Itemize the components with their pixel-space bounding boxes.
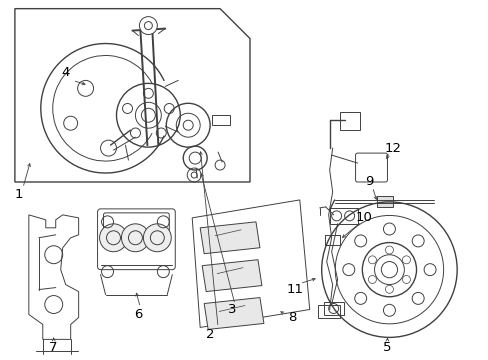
Polygon shape bbox=[202, 260, 262, 292]
Text: 6: 6 bbox=[134, 308, 142, 321]
Text: 12: 12 bbox=[384, 141, 401, 155]
Circle shape bbox=[354, 235, 366, 247]
Circle shape bbox=[423, 264, 435, 276]
Text: 5: 5 bbox=[383, 341, 391, 354]
Bar bbox=[339, 112, 359, 130]
Circle shape bbox=[100, 224, 127, 252]
Circle shape bbox=[411, 292, 423, 304]
Bar bbox=[377, 196, 393, 207]
Text: 4: 4 bbox=[61, 66, 70, 79]
Text: 9: 9 bbox=[365, 175, 373, 189]
Bar bbox=[329, 208, 357, 224]
Text: 2: 2 bbox=[205, 328, 214, 341]
Circle shape bbox=[121, 224, 149, 252]
Circle shape bbox=[367, 256, 376, 264]
Polygon shape bbox=[200, 222, 260, 254]
Circle shape bbox=[354, 292, 366, 304]
Bar bbox=[212, 115, 229, 125]
Bar bbox=[317, 305, 339, 319]
Text: 10: 10 bbox=[354, 211, 371, 224]
Text: 7: 7 bbox=[48, 341, 57, 354]
Circle shape bbox=[402, 256, 409, 264]
Circle shape bbox=[139, 17, 157, 35]
Circle shape bbox=[383, 304, 395, 316]
Polygon shape bbox=[203, 298, 264, 329]
Text: 1: 1 bbox=[15, 188, 23, 202]
Circle shape bbox=[385, 246, 393, 254]
Text: 3: 3 bbox=[227, 303, 236, 316]
Circle shape bbox=[411, 235, 423, 247]
Text: 11: 11 bbox=[285, 283, 303, 296]
Circle shape bbox=[143, 224, 171, 252]
Circle shape bbox=[385, 285, 393, 293]
Circle shape bbox=[402, 275, 409, 283]
Circle shape bbox=[383, 223, 395, 235]
Circle shape bbox=[367, 275, 376, 283]
Text: 8: 8 bbox=[287, 311, 295, 324]
Circle shape bbox=[342, 264, 354, 276]
Bar bbox=[323, 302, 343, 315]
